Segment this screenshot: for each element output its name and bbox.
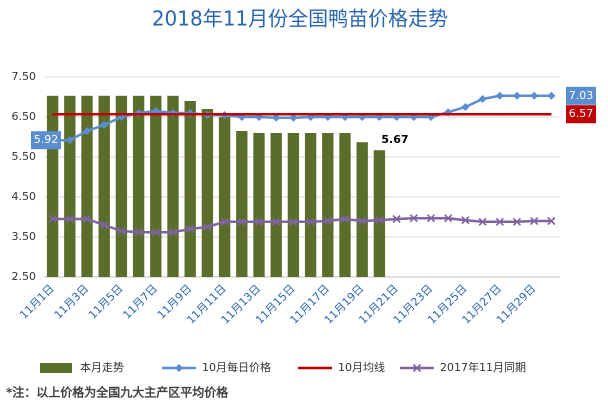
point <box>461 216 470 225</box>
point <box>272 217 281 226</box>
point <box>186 224 195 234</box>
point <box>237 217 246 226</box>
y-tick-label: 6.50 <box>12 110 37 123</box>
point <box>340 214 350 224</box>
bar <box>98 95 110 277</box>
point <box>65 214 74 224</box>
data-label: 5.92 <box>34 133 59 146</box>
point <box>461 103 470 111</box>
bar <box>46 95 59 277</box>
point <box>151 228 160 237</box>
point <box>478 95 487 103</box>
y-tick-label: 4.50 <box>12 190 37 203</box>
point <box>392 214 401 224</box>
point <box>547 91 556 100</box>
point <box>547 216 556 226</box>
point <box>203 222 212 232</box>
point <box>289 217 298 226</box>
legend-swatch <box>40 363 72 373</box>
legend-marker <box>175 364 183 372</box>
point <box>375 216 384 225</box>
point <box>306 217 315 226</box>
point <box>134 228 143 237</box>
point <box>289 113 298 122</box>
data-label-box <box>566 86 596 105</box>
chart-title: 2018年11月份全国鸭苗价格走势 <box>152 7 448 31</box>
bar <box>184 101 196 277</box>
bar <box>218 117 231 277</box>
point <box>65 136 74 145</box>
legend-label: 2017年11月同期 <box>440 360 526 374</box>
point <box>409 214 418 223</box>
point <box>426 214 436 223</box>
y-tick-label: 5.50 <box>12 150 37 163</box>
point <box>530 91 539 100</box>
y-tick-label: 2.50 <box>12 270 37 283</box>
bar <box>167 95 179 277</box>
data-label-box <box>566 105 596 124</box>
data-label: 7.03 <box>569 89 594 102</box>
bar <box>115 95 128 277</box>
bar <box>201 109 214 277</box>
point <box>513 91 521 100</box>
point <box>530 216 539 226</box>
point <box>100 220 109 230</box>
bar <box>287 133 300 277</box>
legend-label: 10月每日价格 <box>202 360 271 374</box>
legend-marker <box>412 363 422 373</box>
data-label: 6.57 <box>569 107 594 120</box>
bar <box>270 133 282 277</box>
data-label-box <box>31 131 61 150</box>
point <box>254 217 264 226</box>
bar <box>81 95 93 277</box>
point <box>117 226 126 236</box>
point <box>272 113 281 122</box>
point <box>512 217 522 226</box>
legend-label: 10月均线 <box>338 360 385 374</box>
point <box>220 217 229 226</box>
bar <box>356 142 368 277</box>
point <box>444 214 453 223</box>
bar <box>253 133 265 277</box>
bar <box>64 95 76 277</box>
point <box>478 217 487 226</box>
point <box>495 217 504 226</box>
line <box>52 216 552 234</box>
point <box>495 91 504 100</box>
point <box>83 127 91 135</box>
y-tick-label: 7.50 <box>12 70 37 83</box>
data-label: 5.67 <box>381 133 408 146</box>
bar <box>304 133 317 277</box>
point <box>323 216 332 226</box>
legend-label: 本月走势 <box>80 360 124 374</box>
point <box>100 121 109 129</box>
point <box>358 216 367 226</box>
point <box>168 228 178 237</box>
point <box>82 214 92 224</box>
bar <box>132 95 145 277</box>
y-tick-label: 3.50 <box>12 230 37 243</box>
bar <box>236 131 248 277</box>
bar <box>150 95 162 277</box>
point <box>48 214 57 224</box>
footnote: *注：以上价格为全国九大主产区平均价格 <box>6 385 229 400</box>
bar <box>339 133 351 277</box>
bar <box>373 150 386 277</box>
bar <box>322 133 334 277</box>
